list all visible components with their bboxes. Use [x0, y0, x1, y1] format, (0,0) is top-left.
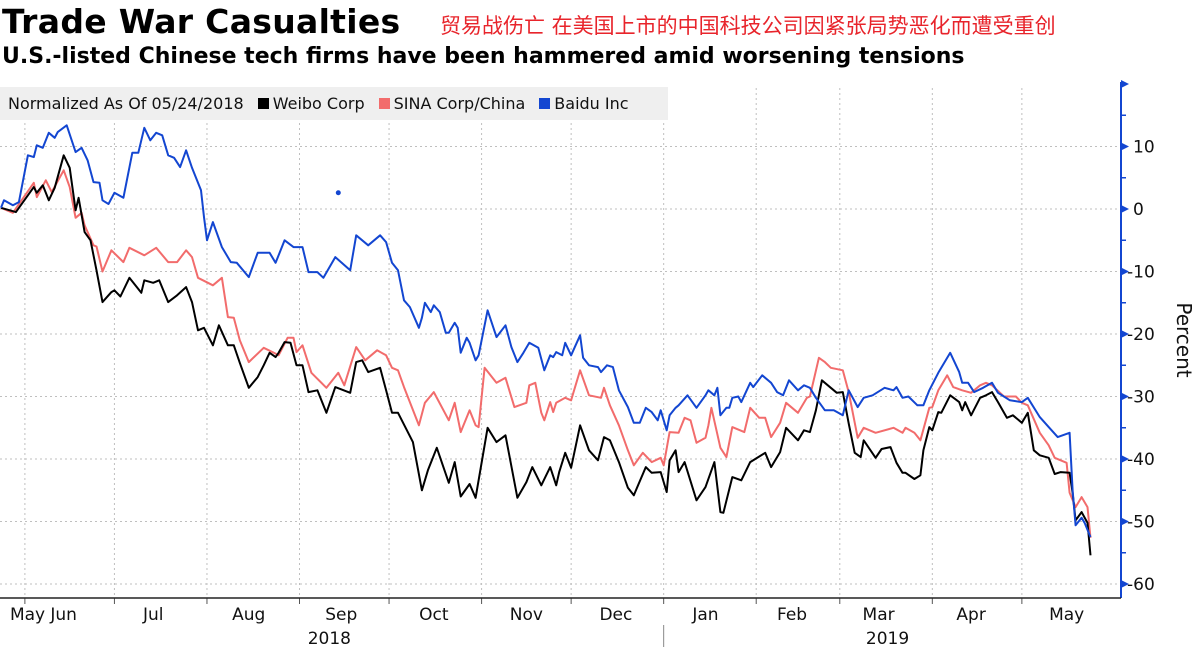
y-tick-mark — [1121, 455, 1129, 463]
x-year-label: 2018 — [308, 629, 351, 648]
y-tick-mark — [1121, 392, 1129, 401]
legend-label: SINA Corp/China — [393, 94, 526, 113]
x-year-label: 2019 — [866, 629, 909, 648]
series-lines — [0, 124, 1092, 556]
x-tick-label: Dec — [599, 605, 632, 625]
y-tick-label: -40 — [1127, 450, 1155, 470]
legend-item-baidu: Baidu Inc — [539, 94, 629, 113]
series-line-sina — [0, 169, 1092, 538]
y-axis-title: Percent — [1172, 302, 1196, 377]
legend-label: Baidu Inc — [554, 94, 629, 113]
x-tick-label: Jan — [691, 605, 718, 625]
x-tick-label: May — [10, 605, 45, 625]
x-tick-label: Apr — [956, 605, 985, 625]
x-tick-label: Sep — [325, 605, 357, 625]
x-tick-label: Mar — [863, 605, 895, 625]
legend-swatch-baidu — [539, 98, 551, 109]
y-tick-mark — [1121, 267, 1129, 276]
gridlines — [0, 88, 1121, 598]
chart-title-chinese: 贸易战伤亡 在美国上市的中国科技公司因紧张局势恶化而遭受重创 — [440, 14, 1056, 38]
y-tick-label: -20 — [1127, 325, 1155, 345]
y-tick-label: -10 — [1127, 263, 1155, 283]
y-tick-label: -30 — [1127, 388, 1155, 408]
x-tick-label: Oct — [419, 605, 449, 625]
x-tick-label: Jul — [142, 605, 164, 625]
y-tick-label: -50 — [1127, 513, 1155, 533]
y-tick-mark — [1121, 580, 1129, 588]
y-tick-mark — [1121, 330, 1129, 338]
series-line-weibo — [0, 154, 1092, 556]
x-tick-label: Nov — [510, 605, 543, 625]
x-tick-label: Jun — [49, 605, 77, 625]
y-tick-mark — [1121, 517, 1129, 526]
data-point-baidu — [335, 190, 341, 196]
series-line-baidu — [0, 124, 1092, 538]
legend: Normalized As Of 05/24/2018 Weibo Corp S… — [0, 87, 668, 120]
x-tick-label: Feb — [777, 605, 807, 625]
legend-swatch-weibo — [257, 98, 269, 109]
legend-label: Weibo Corp — [272, 94, 365, 113]
legend-swatch-sina — [378, 98, 390, 109]
x-tick-label: Aug — [232, 605, 265, 625]
legend-item-weibo: Weibo Corp — [257, 94, 365, 113]
y-tick-label: -60 — [1127, 575, 1155, 595]
legend-note: Normalized As Of 05/24/2018 — [8, 94, 244, 113]
chart-subtitle: U.S.-listed Chinese tech firms have been… — [2, 44, 965, 69]
y-tick-mark — [1121, 80, 1129, 88]
legend-item-sina: SINA Corp/China — [378, 94, 526, 113]
x-tick-label: May — [1049, 605, 1084, 625]
chart-title: Trade War Casualties — [2, 2, 401, 41]
y-tick-mark — [1121, 142, 1129, 151]
y-tick-mark — [1121, 205, 1129, 213]
y-tick-label: 0 — [1133, 200, 1144, 220]
y-tick-label: 10 — [1133, 138, 1155, 158]
